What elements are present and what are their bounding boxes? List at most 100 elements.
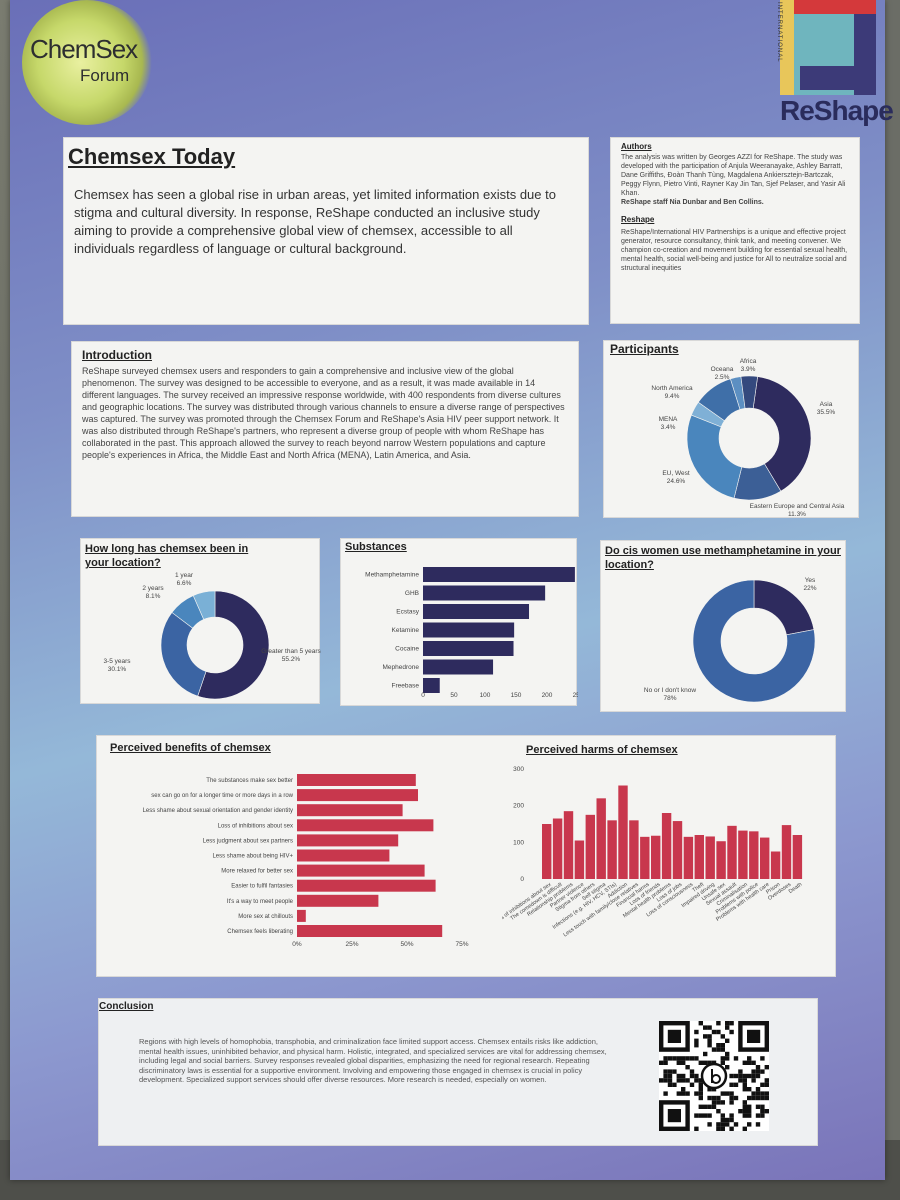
introduction-card: Introduction ReShape surveyed chemsex us… [71,341,579,517]
qr-module [729,1100,734,1105]
logo-line1: ChemSex [30,34,138,64]
qr-module [698,1021,703,1026]
qr-module [716,1029,721,1035]
qr-module [733,1056,739,1061]
harm-bar-20 [760,837,770,879]
qr-module [720,1056,725,1061]
qr-module [663,1073,668,1079]
qr-module [742,1100,747,1105]
harm-bar-18 [738,830,748,879]
benefit-label-4: Less judgment about sex partners [203,838,293,844]
qr-module [694,1078,699,1083]
participants-card: Participants Asia 35.5% Eastern Europe and… [603,340,859,518]
qr-module [663,1056,668,1061]
qr-module [720,1100,725,1105]
substance-label-4: Cocaine [395,646,419,653]
logo-line2: Forum [80,66,130,85]
ciswomen-title: Do cis women use methamphetamine in your… [605,545,841,571]
qr-module [716,1047,721,1052]
qr-module [729,1082,734,1087]
slice-value-label-1: 30.1% [108,666,127,673]
benefit-label-3: Loss of inhibitions about sex [218,823,293,829]
qr-module [703,1104,708,1109]
slice-name-label-4: North America [651,385,693,392]
benefit-label-8: It's a way to meet people [227,899,294,905]
qr-module [694,1038,699,1043]
reshape-body: ReShape/International HIV Partnerships i… [621,229,848,272]
qr-module [751,1073,756,1079]
chemsex-today-card: Chemsex Today Chemsex has seen a global … [63,137,589,325]
authors-title: Authors [621,142,652,151]
qr-module [720,1126,725,1131]
qr-module [707,1113,712,1118]
poster: ChemSex Forum INTERNATIONAL ReShape Chem… [10,0,894,1180]
harm-bar-16 [716,841,726,879]
slice-value-label-5: 2.5% [715,374,730,381]
qr-module [764,1078,769,1083]
qr-module [694,1043,699,1048]
slice-name-label-1: 3-5 years [103,658,131,665]
qr-module [703,1025,708,1030]
substance-bar-1 [423,585,546,601]
qr-module [751,1060,756,1065]
qr-module [760,1082,765,1087]
qr-module [681,1087,686,1092]
harm-bar-17 [727,825,737,879]
benefit-tick-1: 25% [345,941,358,948]
slice-name-label-1: No or I don't know [644,687,696,694]
slice-value-label-3: 6.6% [177,580,192,587]
harm-bar-8 [629,820,639,879]
qr-module [725,1122,730,1127]
benefits-bar-chart: The substances make sex better sex can go… [143,774,469,948]
qr-module [760,1056,765,1061]
benefits-title: Perceived benefits of chemsex [110,742,271,754]
qr-module [742,1060,747,1065]
conclusion-body: Regions with high levels of homophobia, … [139,1037,607,1084]
substance-label-3: Ketamine [392,627,420,634]
qr-module [685,1056,690,1061]
benefit-label-6: More relaxed for better sex [221,869,293,875]
benefit-bar-8 [297,894,379,907]
qr-module [725,1056,730,1061]
qr-module [698,1095,703,1101]
reshape-title: Reshape [621,215,655,224]
qr-module [720,1113,725,1118]
qr-module [689,1082,695,1087]
benefit-bar-6 [297,864,425,877]
qr-module [707,1095,712,1101]
qr-module [747,1056,752,1061]
qr-module [729,1113,734,1118]
harm-tick-1: 100 [513,839,524,846]
qr-module [667,1056,673,1061]
qr-module [720,1047,725,1052]
qr-module [716,1126,721,1131]
harm-tick-0: 0 [520,876,524,883]
qr-module [755,1113,761,1118]
qr-module [760,1109,765,1114]
slice-name-label-5: Oceana [711,366,734,373]
qr-module [716,1043,721,1048]
conclusion-title: Conclusion [99,1001,154,1012]
benefit-label-1: sex can go on for a longer time or more … [151,793,293,799]
qr-module [663,1078,668,1083]
benefit-label-0: The substances make sex better [206,778,293,784]
benefit-label-10: Chemsex feels liberating [227,929,293,935]
benefit-bar-10 [297,925,443,937]
qr-module [681,1091,686,1096]
qr-module [764,1091,769,1096]
qr-module [755,1069,761,1074]
substance-tick-1: 50 [450,692,458,699]
qr-module [747,1104,752,1109]
qr-code-icon[interactable] [659,1021,769,1131]
qr-module [755,1104,761,1109]
harm-bar-13 [683,836,694,879]
substance-tick-0: 0 [421,692,425,699]
qr-module [711,1029,717,1035]
qr-module [685,1091,690,1096]
benefit-bar-2 [297,804,403,817]
page-title: Chemsex Today [68,144,236,169]
qr-module [711,1095,717,1101]
substance-tick-5: 250 [573,692,578,699]
qr-module [703,1113,708,1118]
